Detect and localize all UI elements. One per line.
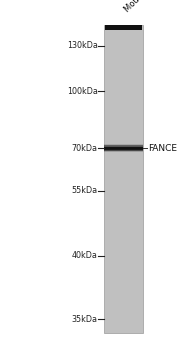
Text: Mouse thymus: Mouse thymus (122, 0, 172, 14)
Text: 70kDa: 70kDa (72, 144, 98, 153)
Bar (104, 151, 143, 152)
Text: FANCE: FANCE (149, 144, 178, 153)
Bar (104, 151, 143, 152)
Bar (104, 147, 143, 148)
Bar (104, 148, 143, 149)
Bar (104, 144, 143, 145)
Text: 100kDa: 100kDa (67, 86, 98, 96)
Text: 40kDa: 40kDa (72, 251, 98, 260)
Bar (104, 149, 143, 150)
Bar (104, 146, 143, 147)
Bar (104, 145, 143, 146)
Text: 130kDa: 130kDa (67, 41, 98, 50)
Bar (104, 150, 143, 151)
Bar (104, 145, 143, 146)
Bar (104, 150, 143, 151)
Bar (104, 25, 143, 332)
Bar (104, 148, 143, 149)
Bar (104, 149, 143, 150)
Text: 35kDa: 35kDa (72, 315, 98, 324)
Bar (105, 25, 142, 30)
Text: 55kDa: 55kDa (71, 186, 98, 195)
Bar (104, 147, 143, 148)
Bar (104, 146, 143, 147)
